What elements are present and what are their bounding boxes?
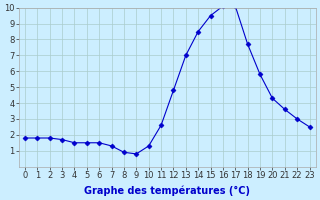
X-axis label: Graphe des températures (°C): Graphe des températures (°C) xyxy=(84,185,250,196)
